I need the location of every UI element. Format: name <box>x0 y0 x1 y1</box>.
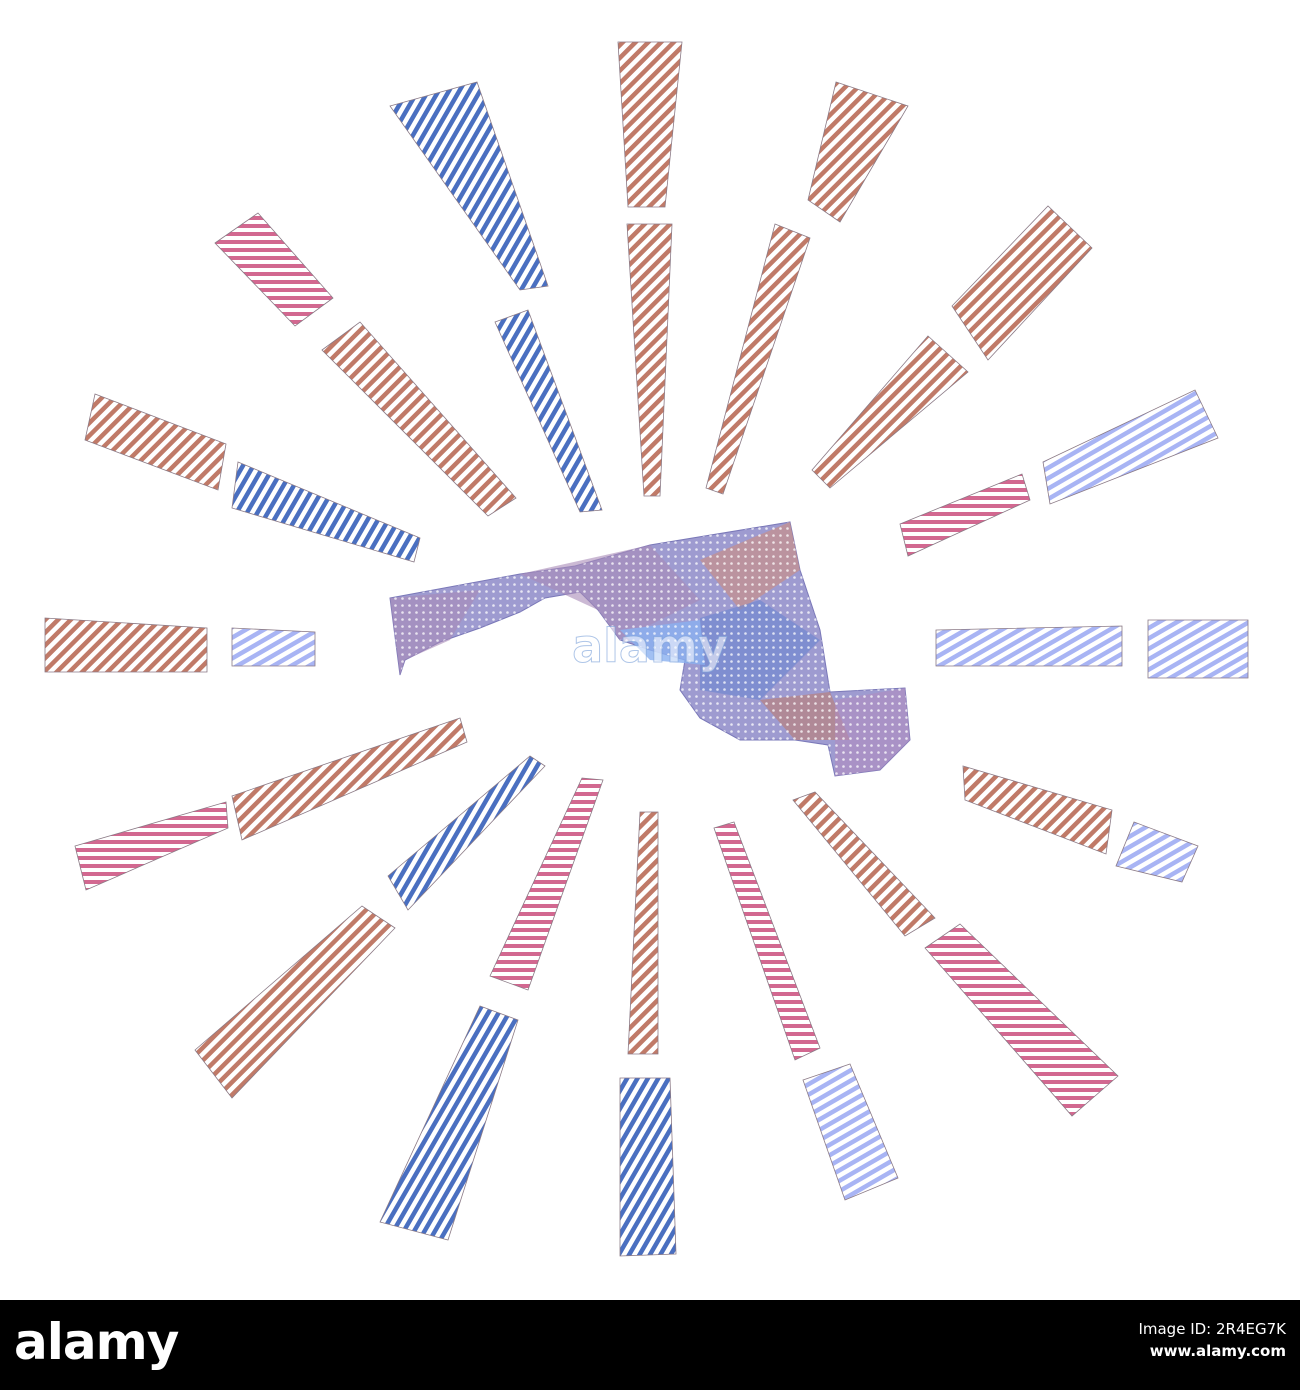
footer-bar: alamy Image ID: 2R4EG7K www.alamy.com <box>0 1300 1300 1390</box>
ray-segment <box>321 321 517 517</box>
ray-segment <box>951 205 1093 361</box>
ray-segment <box>802 1063 899 1201</box>
ray-segment <box>231 461 421 563</box>
ray-segment <box>626 223 673 497</box>
ray-segment <box>44 617 208 673</box>
ray-segment <box>74 801 229 891</box>
ray-segment <box>705 223 811 495</box>
ray-segment <box>379 1005 519 1241</box>
ray-segment <box>619 1077 677 1257</box>
ray-segment <box>1042 389 1219 505</box>
ray-segment <box>1147 619 1249 679</box>
ray-segment <box>899 473 1031 557</box>
alamy-logo: alamy <box>14 1313 179 1371</box>
ray-segment <box>924 923 1119 1117</box>
ray-segment <box>214 212 334 327</box>
site-url: www.alamy.com <box>1149 1342 1286 1360</box>
ray-segment <box>389 81 549 291</box>
ray-segment <box>617 41 683 208</box>
ray-segment <box>194 905 396 1099</box>
maryland-map <box>389 521 911 777</box>
ray-segment <box>713 821 821 1061</box>
ray-segment <box>935 625 1123 667</box>
image-id-label: Image ID: 2R4EG7K <box>1138 1320 1286 1338</box>
ray-segment <box>627 811 659 1055</box>
ray-segment <box>962 765 1113 855</box>
ray-segment <box>387 755 546 911</box>
watermark-text: alamy <box>572 619 728 673</box>
image-id-block: Image ID: 2R4EG7K www.alamy.com <box>1138 1318 1286 1362</box>
ray-segment <box>84 393 227 491</box>
ray-segment <box>231 627 316 667</box>
ray-segment <box>811 335 969 489</box>
sunburst-illustration: alamy <box>44 41 1249 1257</box>
ray-segment <box>494 309 603 513</box>
ray-segment <box>1115 821 1199 883</box>
ray-segment <box>231 717 468 841</box>
ray-segment <box>489 777 604 991</box>
ray-segment <box>792 791 936 937</box>
ray-segment <box>807 81 909 223</box>
